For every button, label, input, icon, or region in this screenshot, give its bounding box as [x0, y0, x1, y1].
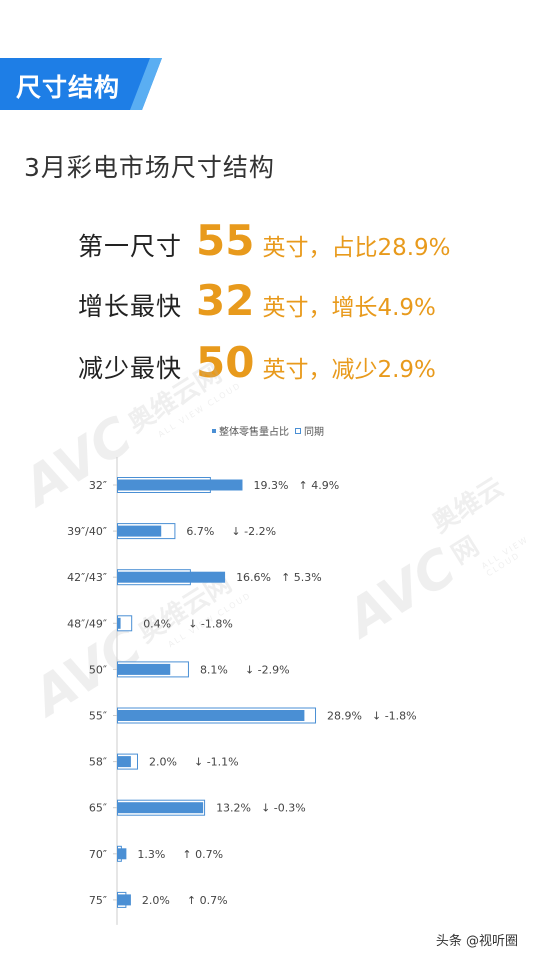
- section-banner: 尺寸结构: [0, 58, 162, 110]
- category-label: 75″: [89, 894, 107, 907]
- bar-current: [118, 617, 121, 629]
- bar-current: [118, 663, 171, 675]
- bar-current: [118, 479, 243, 491]
- category-label: 39″/40″: [67, 525, 107, 538]
- data-label: 13.2%: [216, 802, 251, 815]
- legend-swatch-filled: [212, 428, 216, 433]
- data-label: 2.0%: [142, 894, 170, 907]
- bar-current: [118, 525, 162, 537]
- category-label: 42″/43″: [67, 571, 107, 584]
- data-label: 16.6%: [236, 571, 271, 584]
- change-label: ↓ -1.1%: [194, 756, 239, 769]
- banner-title: 尺寸结构: [16, 73, 121, 102]
- data-label: 8.1%: [200, 663, 228, 676]
- data-label: 2.0%: [149, 756, 177, 769]
- category-label: 58″: [89, 756, 107, 769]
- data-label: 28.9%: [327, 710, 362, 723]
- highlight-size-value: 55: [196, 216, 255, 265]
- change-label: ↑ 0.7%: [182, 848, 223, 861]
- change-label: ↑ 5.3%: [281, 571, 322, 584]
- chart-legend: 整体零售量占比 同期: [212, 423, 324, 438]
- change-label: ↓ -1.8%: [372, 710, 417, 723]
- highlight-description: 英寸，占比28.9%: [262, 235, 451, 261]
- data-label: 0.4%: [143, 617, 171, 630]
- change-label: ↑ 0.7%: [187, 894, 228, 907]
- highlight-label: 增长最快: [78, 292, 183, 321]
- change-label: ↓ -0.3%: [261, 802, 306, 815]
- page-subtitle: 3月彩电市场尺寸结构: [24, 153, 275, 182]
- size-structure-bar-chart: 32″ 19.3% ↑ 4.9% 39″/40″ 6.7% ↓ -2.2% 42″/43″ 1…: [67, 457, 417, 925]
- category-label: 55″: [89, 710, 107, 723]
- highlight-row-fastest-decline: 减少最快 50 英寸，减少2.9%: [78, 338, 436, 388]
- highlight-size-value: 32: [196, 276, 255, 325]
- highlight-label: 第一尺寸: [78, 232, 183, 261]
- category-label: 32″: [89, 479, 107, 492]
- highlight-size-value: 50: [196, 338, 255, 387]
- legend-label-prior: 同期: [304, 427, 324, 438]
- legend-label-current: 整体零售量占比: [219, 427, 289, 438]
- bar-current: [118, 756, 131, 768]
- bar-current: [118, 848, 127, 860]
- bar-current: [118, 802, 204, 814]
- category-label: 50″: [89, 663, 107, 676]
- data-label: 6.7%: [186, 525, 214, 538]
- banner-shape: [0, 58, 162, 110]
- change-label: ↓ -2.9%: [245, 663, 290, 676]
- footer-source: 头条 @视听圈: [435, 934, 518, 949]
- highlight-description: 英寸，增长4.9%: [262, 295, 436, 321]
- highlight-row-fastest-growth: 增长最快 32 英寸，增长4.9%: [78, 276, 436, 326]
- data-label: 1.3%: [137, 848, 165, 861]
- highlight-description: 英寸，减少2.9%: [262, 357, 436, 383]
- highlight-label: 减少最快: [78, 354, 183, 383]
- bar-current: [118, 571, 226, 583]
- bar-current: [118, 710, 305, 721]
- data-label: 19.3%: [253, 479, 288, 492]
- highlight-row-top-size: 第一尺寸 55 英寸，占比28.9%: [78, 216, 451, 266]
- category-label: 65″: [89, 802, 107, 815]
- category-label: 48″/49″: [67, 617, 107, 630]
- change-label: ↓ -2.2%: [231, 525, 276, 538]
- bar-prior-period: [117, 615, 133, 632]
- category-label: 70″: [89, 848, 107, 861]
- change-label: ↑ 4.9%: [298, 479, 339, 492]
- change-label: ↓ -1.8%: [188, 617, 233, 630]
- legend-swatch-outline: [295, 427, 301, 434]
- bar-current: [118, 894, 131, 906]
